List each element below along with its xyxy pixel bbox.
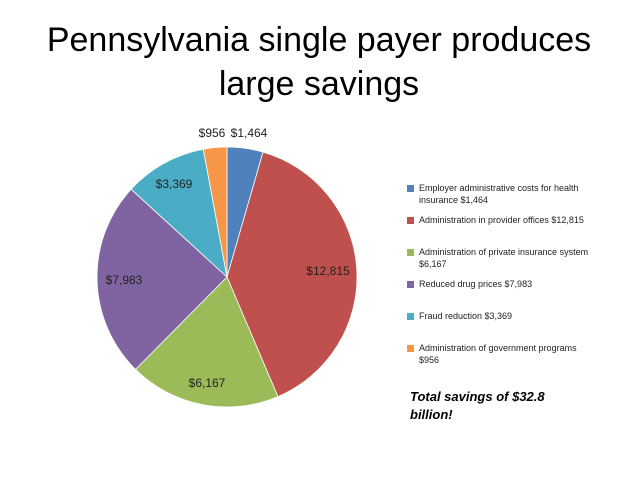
- legend-label: Reduced drug prices $7,983: [419, 279, 533, 289]
- legend-swatch: [407, 249, 414, 256]
- legend-swatch: [407, 345, 414, 352]
- slice-data-label-3: $6,167: [189, 376, 226, 390]
- pie-slice-3: [134, 276, 279, 408]
- total-savings-note: Total savings of $32.8 billion!: [410, 389, 545, 422]
- legend-label: Administration of private insurance syst…: [419, 247, 589, 269]
- legend-label: Employer administrative costs for health…: [419, 183, 579, 205]
- pie-slice-4: [96, 188, 228, 370]
- legend-swatch: [407, 185, 414, 192]
- legend-swatch: [407, 281, 414, 288]
- chart-title-line-2: large savings: [218, 65, 420, 103]
- legend-swatch: [407, 217, 414, 224]
- pie-slice-6: [202, 146, 228, 278]
- pie-slice-5: [130, 148, 228, 279]
- chart-title-line-1: Pennsylvania single payer produces: [46, 21, 592, 59]
- slice-data-label-4: $7,983: [106, 273, 143, 287]
- slice-data-label-6: $956: [199, 126, 226, 140]
- slice-data-label-5: $3,369: [156, 177, 193, 191]
- legend-swatch: [407, 313, 414, 320]
- legend-label: Administration of government programs $9…: [419, 343, 577, 365]
- legend-label: Administration in provider offices $12,8…: [419, 215, 584, 225]
- pie-slice-2: [226, 151, 358, 398]
- chart-title: Pennsylvania single payer produces large…: [0, 18, 638, 106]
- legend-label: Fraud reduction $3,369: [419, 311, 513, 321]
- slice-data-label-1: $1,464: [231, 126, 268, 140]
- slice-data-label-2: $12,815: [306, 264, 350, 278]
